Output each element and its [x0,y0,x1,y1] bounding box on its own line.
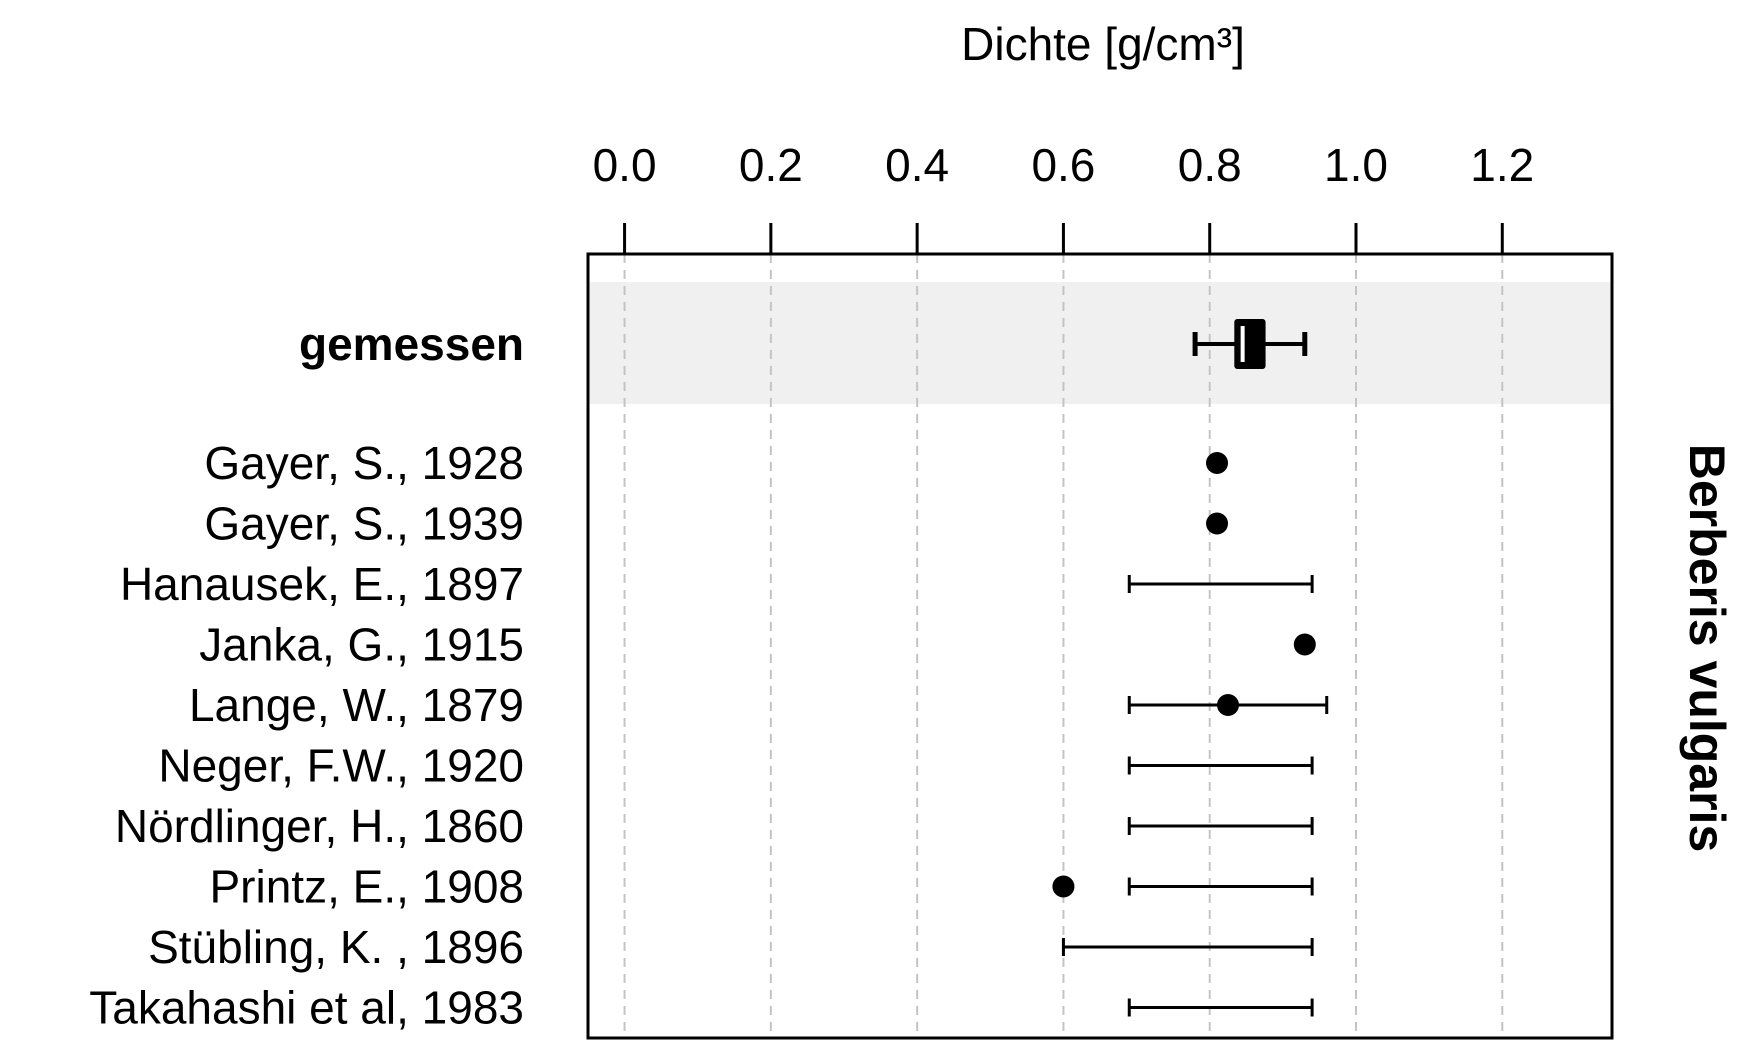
data-point [1206,512,1229,535]
marks-layer [1052,319,1329,1017]
x-tick-label: 0.6 [1031,139,1095,191]
row-label-reference: Gayer, S., 1928 [204,437,524,489]
x-tick-label: 0.2 [739,139,803,191]
row-label-reference: Neger, F.W., 1920 [158,740,524,792]
grid-layer [623,254,1504,1038]
x-tick-label: 0.4 [885,139,949,191]
x-axis-title: Dichte [g/cm³] [961,18,1245,70]
row-label-reference: Takahashi et al, 1983 [89,982,524,1034]
row-label-reference: Printz, E., 1908 [210,861,525,913]
axis-layer: 0.0 0.2 0.4 0.6 0.8 1.0 1.2 [593,139,1534,254]
row-label-measured: gemessen [299,318,524,370]
row-label-reference: Nördlinger, H., 1860 [115,800,524,852]
plot-frame [586,252,1614,1040]
data-point [1293,633,1316,656]
row-label-reference: Gayer, S., 1939 [204,498,524,550]
x-tick-label: 1.2 [1470,139,1534,191]
data-point [1217,694,1239,716]
x-tick-label: 0.8 [1178,139,1242,191]
row-labels-layer: gemessen Gayer, S., 1928 Gayer, S., 1939 Ha… [89,318,524,1034]
row-label-reference: Stübling, K. , 1896 [148,921,524,973]
highlight-layer [588,282,1612,404]
measured-box [1234,319,1266,369]
x-tick-label: 0.0 [593,139,657,191]
row-label-reference: Lange, W., 1879 [189,679,524,731]
data-point [1052,875,1075,898]
row-label-reference: Janka, G., 1915 [199,619,524,671]
measured-highlight-band [588,282,1612,404]
x-tick-label: 1.0 [1324,139,1388,191]
species-label: Berberis vulgaris [1679,444,1735,853]
row-label-reference: Hanausek, E., 1897 [120,558,524,610]
data-point [1206,452,1229,474]
